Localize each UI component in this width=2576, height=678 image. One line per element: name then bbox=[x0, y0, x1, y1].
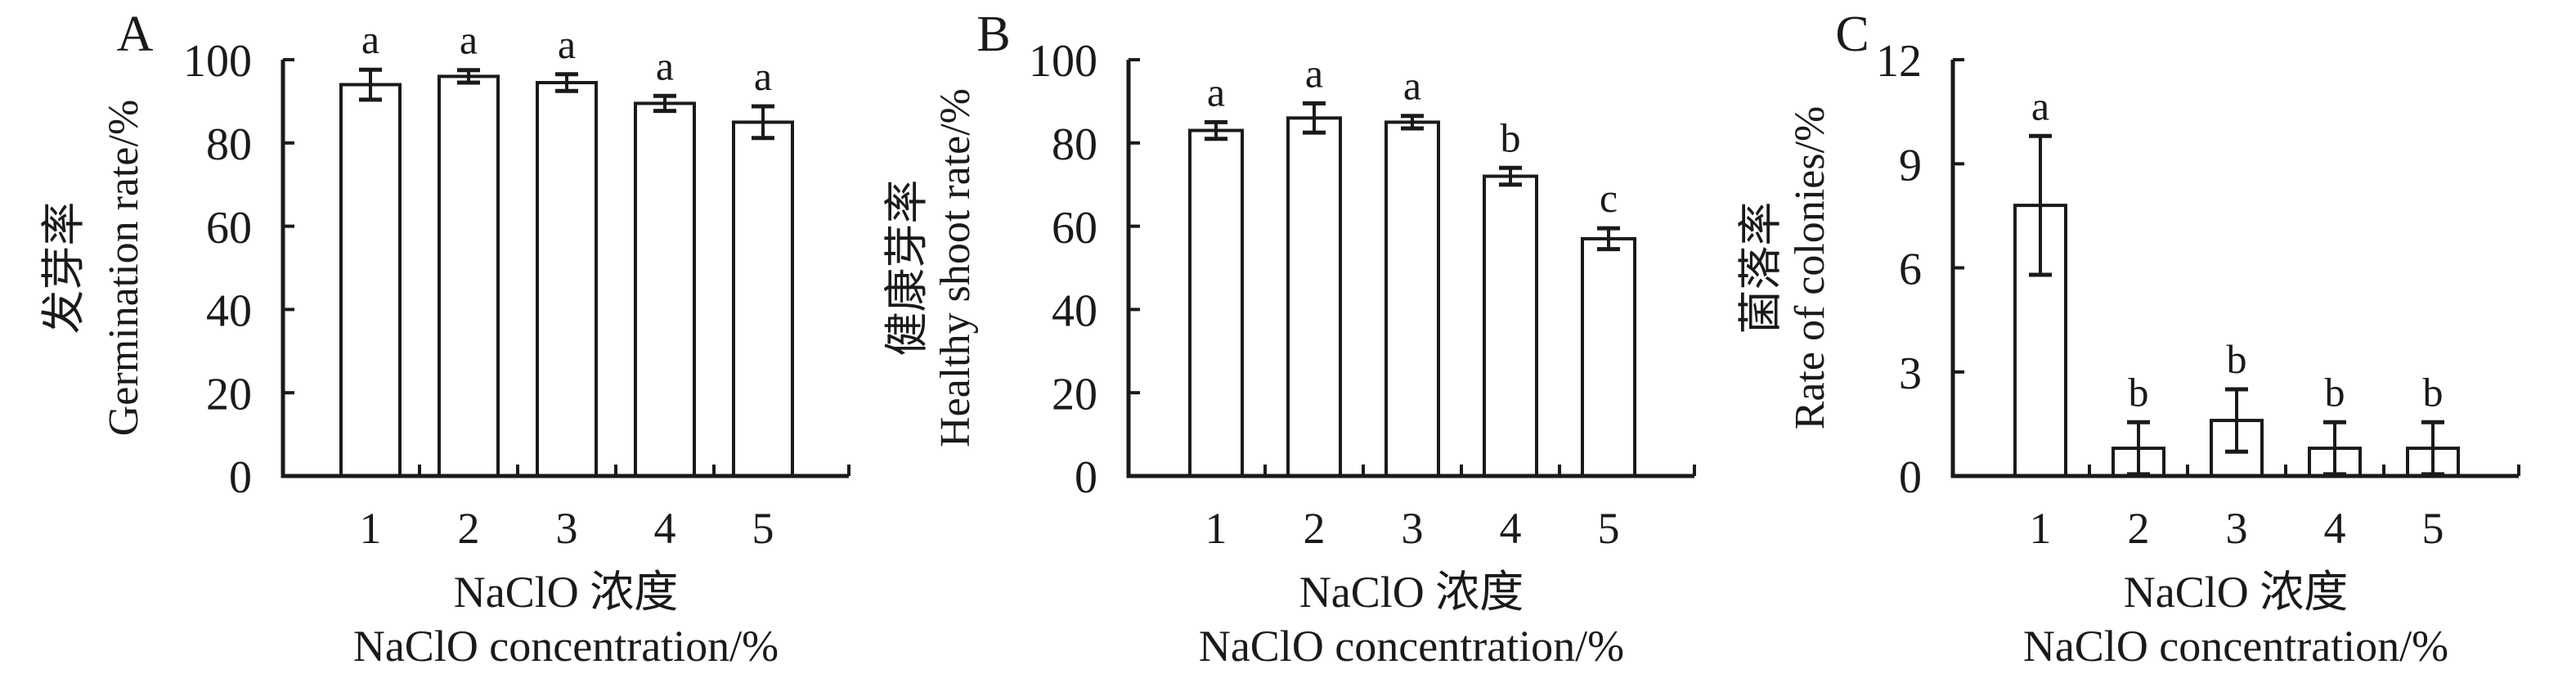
sig-letter: a bbox=[1207, 69, 1225, 114]
y-tick-label: 60 bbox=[1052, 203, 1097, 254]
y-axis-label-en: Healthy shoot rate/% bbox=[932, 88, 979, 447]
x-tick-label: 4 bbox=[2324, 504, 2346, 553]
x-tick-label: 1 bbox=[360, 504, 382, 553]
bar bbox=[1483, 174, 1538, 478]
sig-letter: b bbox=[1501, 114, 1521, 160]
sig-letter: a bbox=[460, 17, 478, 63]
bar bbox=[1188, 128, 1244, 478]
panel-letter: B bbox=[976, 7, 1010, 62]
y-tick-label: 40 bbox=[1052, 286, 1097, 337]
panel-letter: A bbox=[117, 7, 154, 62]
sig-letter: a bbox=[361, 16, 379, 62]
y-tick-label: 9 bbox=[1899, 140, 1922, 191]
y-tick-label: 0 bbox=[1899, 452, 1922, 503]
x-tick-label: 3 bbox=[2226, 504, 2248, 553]
y-axis-label-zh: 健康芽率 bbox=[882, 180, 931, 357]
panel-c: a b b b b 0 3 6 9 12 1 2 3 4 5 NaClO 浓度 NaClO concentrat… bbox=[1717, 0, 2576, 678]
panel-a: a a a a a 0 20 40 60 80 100 1 2 3 4 5 NaClO 浓度 NaClO conc… bbox=[0, 0, 859, 678]
x-tick-label: 5 bbox=[2422, 504, 2444, 553]
x-tick-label: 1 bbox=[1205, 504, 1227, 553]
sig-letter: b bbox=[2227, 336, 2247, 382]
panel-b: a a a b c 0 20 40 60 80 100 1 2 3 4 5 NaClO 浓度 NaClO conc… bbox=[859, 0, 1717, 678]
x-tick-label: 2 bbox=[1304, 504, 1326, 553]
y-tick-label: 80 bbox=[1052, 119, 1097, 170]
sig-letter: a bbox=[754, 53, 772, 99]
y-tick-label: 6 bbox=[1899, 245, 1922, 295]
chart-b-svg: a a a b c 0 20 40 60 80 100 1 2 3 4 5 NaClO 浓度 NaClO conc… bbox=[882, 7, 1696, 671]
y-tick-label: 20 bbox=[1052, 369, 1097, 420]
x-tick-label: 5 bbox=[1598, 504, 1620, 553]
y-axis-label-zh: 发芽率 bbox=[39, 202, 88, 335]
x-tick-label: 1 bbox=[2030, 504, 2052, 553]
x-axis-label-zh: NaClO 浓度 bbox=[2124, 568, 2348, 617]
sig-letter: a bbox=[1403, 63, 1421, 109]
axis-lines bbox=[1126, 60, 1694, 478]
sig-letter: c bbox=[1600, 175, 1618, 221]
x-tick-label: 2 bbox=[2128, 504, 2150, 553]
x-axis-label-en: NaClO concentration/% bbox=[2023, 622, 2448, 671]
panel-letter: C bbox=[1835, 7, 1869, 62]
sig-letter: b bbox=[2325, 369, 2345, 415]
y-tick-label: 60 bbox=[206, 203, 252, 254]
y-axis-label-en: Rate of colonies/% bbox=[1787, 106, 1833, 430]
y-tick-label: 12 bbox=[1876, 36, 1922, 87]
bar bbox=[339, 83, 402, 478]
sig-letter: a bbox=[2031, 83, 2049, 128]
y-tick-label: 80 bbox=[206, 119, 252, 170]
y-tick-label: 0 bbox=[229, 452, 252, 503]
y-tick-label: 40 bbox=[206, 286, 252, 337]
x-tick-label: 3 bbox=[1402, 504, 1424, 553]
sig-letter: b bbox=[2129, 369, 2149, 415]
bar bbox=[1384, 120, 1440, 478]
sig-letter: b bbox=[2423, 369, 2444, 415]
bar bbox=[1286, 116, 1342, 478]
chart-a-svg: a a a a a 0 20 40 60 80 100 1 2 3 4 5 NaClO 浓度 NaClO conc… bbox=[39, 7, 850, 671]
y-tick-label: 100 bbox=[1029, 36, 1097, 87]
x-tick-label: 4 bbox=[1500, 504, 1522, 553]
x-tick-label: 2 bbox=[458, 504, 480, 553]
bar bbox=[634, 101, 696, 478]
x-axis-label-en: NaClO concentration/% bbox=[1199, 622, 1624, 671]
bar bbox=[536, 81, 598, 478]
x-axis-label-en: NaClO concentration/% bbox=[353, 622, 779, 671]
axis-lines bbox=[280, 60, 849, 478]
x-tick-label: 3 bbox=[556, 504, 578, 553]
x-axis-label-zh: NaClO 浓度 bbox=[1299, 568, 1524, 617]
bar bbox=[438, 74, 500, 478]
y-tick-label: 0 bbox=[1075, 452, 1097, 503]
sig-letter: a bbox=[656, 43, 674, 88]
sig-letter: a bbox=[1305, 50, 1323, 96]
x-tick-label: 5 bbox=[752, 504, 774, 553]
y-tick-label: 20 bbox=[206, 369, 252, 420]
x-tick-label: 4 bbox=[654, 504, 676, 553]
x-axis-label-zh: NaClO 浓度 bbox=[454, 568, 678, 617]
sig-letter: a bbox=[558, 21, 576, 67]
y-tick-label: 3 bbox=[1899, 348, 1922, 399]
y-axis-label-en: Germination rate/% bbox=[101, 100, 147, 437]
y-tick-label: 100 bbox=[183, 36, 252, 87]
bar bbox=[732, 120, 794, 478]
axis-lines bbox=[1950, 60, 2519, 478]
bar bbox=[1581, 236, 1636, 478]
y-axis-label-zh: 菌落率 bbox=[1736, 202, 1785, 335]
